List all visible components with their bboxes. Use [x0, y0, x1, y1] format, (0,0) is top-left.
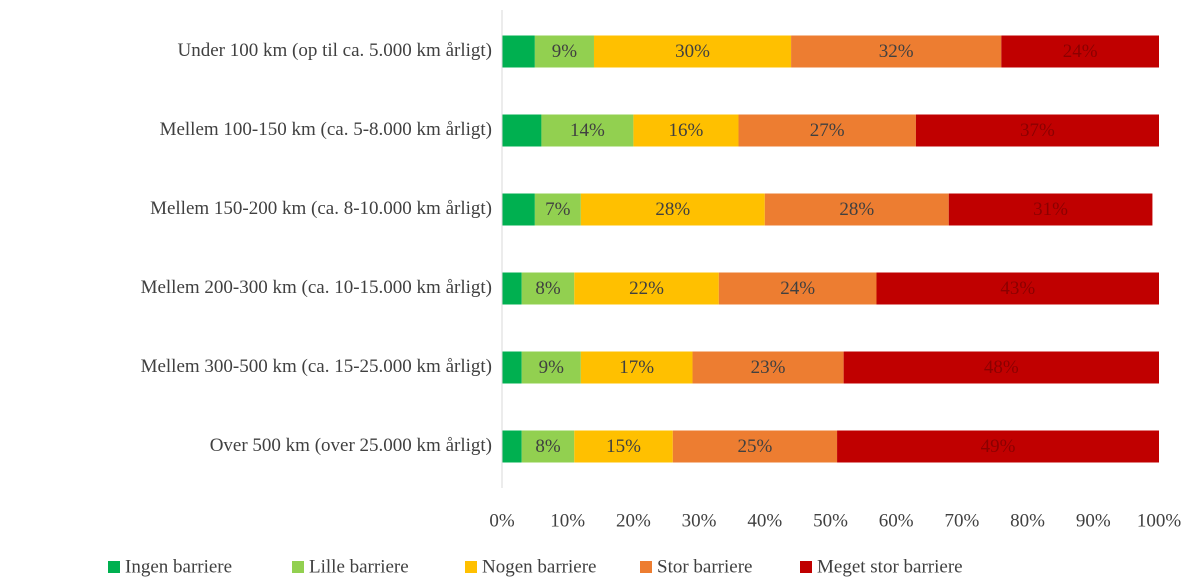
bar-segment [541, 114, 634, 147]
data-label: 8% [535, 278, 561, 299]
bar-segment [502, 272, 522, 305]
x-tick-label: 100% [1137, 510, 1182, 531]
bar-segment [580, 193, 765, 226]
legend-label: Lille barriere [309, 556, 409, 577]
bar-segment [718, 272, 877, 305]
legend-marker [108, 561, 120, 573]
data-label: 32% [879, 41, 914, 62]
bar-segment [502, 351, 522, 384]
x-tick-label: 0% [489, 510, 515, 531]
data-label: 14% [570, 120, 605, 141]
y-tick-label: Under 100 km (op til ca. 5.000 km årligt… [178, 40, 493, 61]
legend-marker [640, 561, 652, 573]
bar-segment [672, 430, 838, 463]
legend-marker [292, 561, 304, 573]
bar-segment [764, 193, 949, 226]
bar-segment [948, 193, 1153, 226]
bar-segment [580, 351, 693, 384]
data-label: 28% [839, 199, 874, 220]
bar-segment [692, 351, 844, 384]
bar-segment [534, 35, 594, 68]
legend-marker [800, 561, 812, 573]
data-label: 22% [629, 278, 664, 299]
legend-label: Stor barriere [657, 556, 752, 577]
y-tick-label: Mellem 200-300 km (ca. 10-15.000 km årli… [141, 277, 492, 298]
data-label: 48% [984, 357, 1019, 378]
bar-segment [502, 193, 535, 226]
x-tick-label: 20% [616, 510, 651, 531]
y-tick-label: Mellem 150-200 km (ca. 8-10.000 km årlig… [150, 198, 492, 219]
bar-segment [502, 114, 542, 147]
bar-segment [534, 193, 581, 226]
data-label: 9% [552, 41, 578, 62]
bar-segment [915, 114, 1159, 147]
data-label: 49% [981, 436, 1016, 457]
data-label: 31% [1033, 199, 1068, 220]
bar-segment [843, 351, 1159, 384]
x-tick-label: 80% [1010, 510, 1045, 531]
x-tick-label: 50% [813, 510, 848, 531]
data-label: 30% [675, 41, 710, 62]
y-tick-label: Over 500 km (over 25.000 km årligt) [210, 435, 492, 456]
bar-segment [633, 114, 739, 147]
x-tick-label: 40% [747, 510, 782, 531]
data-label: 28% [655, 199, 690, 220]
data-label: 17% [619, 357, 654, 378]
bar-segment [502, 430, 522, 463]
x-tick-label: 10% [550, 510, 585, 531]
x-tick-label: 60% [879, 510, 914, 531]
bar-segment [837, 430, 1159, 463]
data-label: 9% [539, 357, 565, 378]
bar-segment [521, 351, 581, 384]
x-tick-label: 90% [1076, 510, 1111, 531]
y-tick-label: Mellem 100-150 km (ca. 5-8.000 km årligt… [160, 119, 492, 140]
x-tick-label: 70% [944, 510, 979, 531]
bar-segment [574, 272, 719, 305]
data-label: 7% [545, 199, 571, 220]
data-label: 8% [535, 436, 561, 457]
legend-label: Meget stor barriere [817, 556, 963, 577]
data-label: 43% [1000, 278, 1035, 299]
legend-marker [465, 561, 477, 573]
data-label: 27% [810, 120, 845, 141]
bar-segment [1001, 35, 1159, 68]
y-tick-label: Mellem 300-500 km (ca. 15-25.000 km årli… [141, 356, 492, 377]
data-label: 37% [1020, 120, 1055, 141]
legend-label: Nogen barriere [482, 556, 596, 577]
bar-segment [738, 114, 916, 147]
bar-segment [791, 35, 1002, 68]
data-label: 24% [780, 278, 815, 299]
legend-label: Ingen barriere [125, 556, 232, 577]
bar-segment [521, 272, 575, 305]
bar-segment [876, 272, 1159, 305]
data-label: 24% [1063, 41, 1098, 62]
bar-segment [502, 35, 535, 68]
data-label: 16% [669, 120, 704, 141]
data-label: 25% [738, 436, 773, 457]
bar-segment [593, 35, 792, 68]
bar-segment [574, 430, 673, 463]
x-tick-label: 30% [682, 510, 717, 531]
data-label: 15% [606, 436, 641, 457]
bar-segment [521, 430, 575, 463]
data-label: 23% [751, 357, 786, 378]
